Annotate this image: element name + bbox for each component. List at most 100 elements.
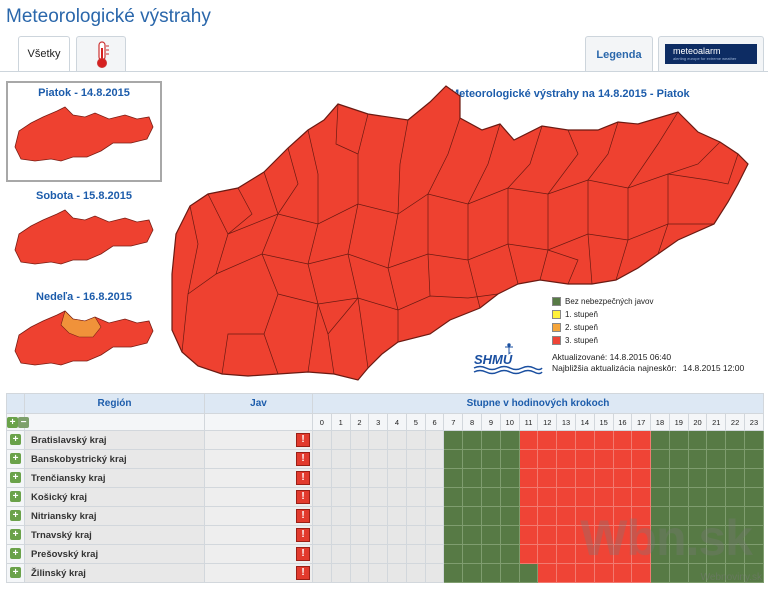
hour-level-cell — [368, 468, 389, 488]
hour-header: 19 — [668, 413, 689, 431]
table-header-row: Región Jav Stupne v hodinových krokoch — [6, 393, 764, 414]
warning-exclamation-icon[interactable]: ! — [296, 490, 310, 504]
region-name[interactable]: Trenčiansky kraj — [24, 468, 205, 488]
hour-level-cell — [706, 468, 727, 488]
watermark-sub: Webnoviny.sk — [700, 572, 762, 583]
hour-level-cell — [387, 430, 407, 450]
hour-level-cell — [518, 525, 539, 545]
region-name[interactable]: Banskobystrický kraj — [24, 449, 205, 469]
day-thumbnail-friday[interactable]: Piatok - 14.8.2015 — [6, 81, 162, 182]
day-label: Piatok - 14.8.2015 — [38, 87, 130, 99]
hour-level-cell — [631, 430, 652, 450]
hour-level-cell — [349, 449, 370, 469]
hour-header: 23 — [743, 413, 764, 431]
hour-level-cell — [424, 563, 445, 583]
expand-row-icon[interactable]: + — [10, 491, 21, 503]
hour-level-cell — [312, 449, 332, 469]
hour-level-cell — [462, 430, 483, 450]
hour-level-cell — [743, 544, 764, 564]
table-row: + Banskobystrický kraj! — [6, 449, 764, 469]
expand-row-icon[interactable]: + — [10, 434, 21, 446]
day-thumbnail-sunday[interactable]: Nedeľa - 16.8.2015 — [6, 287, 162, 387]
hour-level-cell — [443, 563, 464, 583]
hour-level-cell — [424, 544, 445, 564]
hour-level-cell — [368, 487, 389, 507]
hour-level-cell — [743, 487, 764, 507]
expand-row-icon[interactable]: + — [10, 453, 21, 465]
day-map-friday — [14, 106, 154, 162]
hour-level-cell — [518, 430, 539, 450]
hour-level-cell — [481, 563, 501, 583]
warning-exclamation-icon[interactable]: ! — [296, 433, 310, 447]
shmu-logo-text: SHMÚ — [474, 352, 513, 367]
tab-temperature[interactable] — [76, 36, 126, 72]
hour-header: 6 — [424, 413, 445, 431]
hour-level-cell — [668, 449, 689, 469]
legend-swatch-red — [552, 336, 561, 346]
tab-legend[interactable]: Legenda — [585, 36, 653, 72]
warning-exclamation-icon[interactable]: ! — [296, 547, 310, 561]
hour-level-cell — [349, 506, 370, 526]
table-row: + Žilinský kraj! — [6, 563, 764, 583]
hour-level-cell — [424, 525, 445, 545]
region-name[interactable]: Nitriansky kraj — [24, 506, 205, 526]
warning-exclamation-icon[interactable]: ! — [296, 528, 310, 542]
updated-value: 14.8.2015 06:40 — [609, 352, 672, 362]
hour-level-cell — [574, 487, 595, 507]
hour-level-cell — [668, 506, 689, 526]
region-name[interactable]: Bratislavský kraj — [24, 430, 205, 450]
hour-level-cell — [631, 506, 652, 526]
table-row: + Trnavský kraj! — [6, 525, 764, 545]
hour-level-cell — [462, 563, 483, 583]
hour-level-cell — [312, 468, 332, 488]
hour-level-cell — [405, 468, 426, 488]
warning-exclamation-icon[interactable]: ! — [296, 471, 310, 485]
hour-level-cell — [368, 544, 389, 564]
hour-level-cell — [462, 468, 483, 488]
hour-level-cell — [499, 468, 520, 488]
warning-exclamation-icon[interactable]: ! — [296, 566, 310, 580]
hour-level-cell — [574, 449, 595, 469]
expand-row-icon[interactable]: + — [10, 529, 21, 541]
day-thumbnail-saturday[interactable]: Sobota - 15.8.2015 — [6, 186, 162, 286]
hour-level-cell — [368, 506, 389, 526]
hour-level-cell — [743, 506, 764, 526]
hour-level-cell — [312, 544, 332, 564]
expand-row-icon[interactable]: + — [10, 510, 21, 522]
hour-level-cell — [312, 487, 332, 507]
warning-exclamation-icon[interactable]: ! — [296, 509, 310, 523]
hour-level-cell — [574, 563, 595, 583]
tab-all[interactable]: Všetky — [18, 36, 70, 72]
hour-level-cell — [650, 449, 670, 469]
hour-level-cell — [443, 468, 464, 488]
hour-level-cell — [556, 544, 576, 564]
hour-level-cell — [387, 487, 407, 507]
hour-level-cell — [518, 544, 539, 564]
hour-level-cell — [668, 487, 689, 507]
expand-row-icon[interactable]: + — [10, 548, 21, 560]
hour-header: 15 — [593, 413, 614, 431]
hour-level-cell — [631, 449, 652, 469]
hour-header: 21 — [706, 413, 727, 431]
hour-level-cell — [481, 506, 501, 526]
hour-level-cell — [593, 468, 614, 488]
hour-level-cell — [330, 563, 351, 583]
region-name[interactable]: Trnavský kraj — [24, 525, 205, 545]
expand-all-icon[interactable]: + — [7, 416, 18, 428]
region-name[interactable]: Žilinský kraj — [24, 563, 205, 583]
warning-exclamation-icon[interactable]: ! — [296, 452, 310, 466]
hour-level-cell — [725, 430, 745, 450]
hour-header: 0 — [312, 413, 332, 431]
hour-level-cell — [743, 449, 764, 469]
map-legend: Bez nebezpečných javov 1. stupeň 2. stup… — [552, 296, 654, 348]
hour-header: 16 — [612, 413, 633, 431]
slovakia-warning-map[interactable] — [168, 84, 752, 384]
region-name[interactable]: Košický kraj — [24, 487, 205, 507]
expand-row-icon[interactable]: + — [10, 472, 21, 484]
legend-swatch-orange — [552, 323, 561, 333]
expand-row-icon[interactable]: + — [10, 567, 21, 579]
tab-meteoalarm[interactable]: meteoalarm alerting europe for extreme w… — [658, 36, 764, 72]
region-name[interactable]: Prešovský kraj — [24, 544, 205, 564]
collapse-all-icon[interactable]: − — [18, 416, 29, 428]
hour-level-cell — [462, 487, 483, 507]
